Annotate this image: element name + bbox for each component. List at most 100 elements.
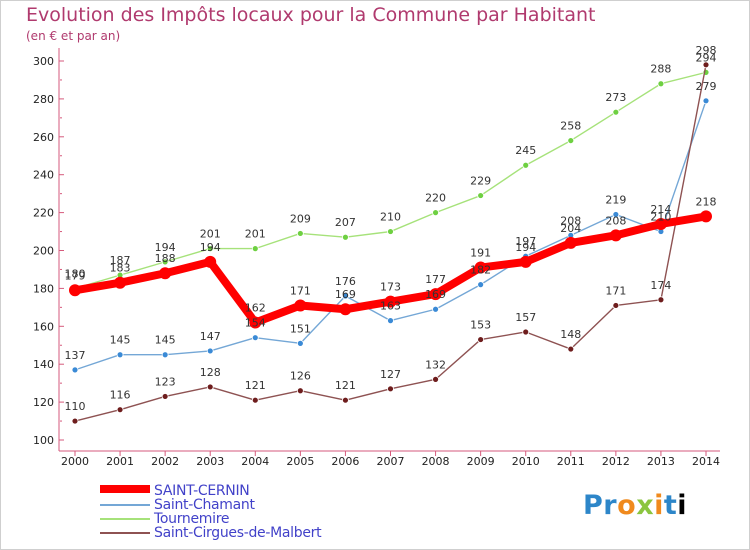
- legend-item: Saint-Chamant: [100, 497, 321, 513]
- series-point: [477, 192, 485, 199]
- logo-letter: P: [583, 490, 604, 521]
- data-label: 194: [155, 241, 176, 254]
- series-point: [612, 211, 620, 218]
- series-point: [702, 97, 710, 105]
- y-tick-label: 200: [33, 245, 54, 258]
- data-label: 298: [696, 44, 717, 57]
- series-point: [384, 295, 397, 308]
- series-point: [339, 303, 352, 316]
- logo-letter: x: [636, 490, 655, 521]
- data-label: 145: [110, 334, 131, 347]
- y-tick-label: 260: [33, 131, 54, 144]
- series-point: [294, 299, 307, 312]
- legend-swatch: [100, 503, 150, 506]
- data-label: 208: [560, 214, 581, 227]
- data-label: 188: [155, 252, 176, 265]
- logo-letter: r: [603, 490, 618, 521]
- series-point: [522, 161, 530, 169]
- series-point: [342, 292, 349, 300]
- series-point: [342, 233, 349, 241]
- y-tick-label: 160: [33, 320, 54, 333]
- data-label: 145: [155, 334, 176, 347]
- legend-swatch: [100, 517, 150, 520]
- data-label: 229: [470, 175, 491, 188]
- series-point: [161, 351, 169, 359]
- data-label: 201: [245, 228, 266, 241]
- series-point: [251, 396, 259, 404]
- y-tick-label: 140: [33, 358, 54, 371]
- series-point: [654, 217, 667, 230]
- data-label: 220: [425, 192, 446, 205]
- data-label: 169: [335, 288, 356, 301]
- y-tick-label: 240: [33, 169, 54, 182]
- series-point: [477, 336, 485, 343]
- series-point: [612, 108, 620, 116]
- x-tick-label: 2009: [467, 455, 495, 468]
- series-point: [204, 255, 217, 268]
- data-label: 169: [425, 288, 446, 301]
- data-label: 179: [65, 269, 86, 282]
- data-label: 258: [560, 120, 581, 133]
- series-point: [432, 375, 439, 383]
- data-label: 128: [200, 366, 221, 379]
- data-label: 151: [290, 322, 311, 335]
- x-tick-label: 2012: [602, 455, 630, 468]
- series-point: [206, 245, 214, 253]
- legend-label: Saint-Chamant: [154, 497, 255, 513]
- data-label: 207: [335, 216, 356, 229]
- data-label: 208: [605, 214, 626, 227]
- chart-legend: SAINT-CERNIN Saint-Chamant Tournemire Sa…: [100, 483, 322, 541]
- logo-letter: i: [677, 490, 688, 521]
- series-point: [609, 229, 622, 242]
- series-point: [657, 80, 665, 88]
- series-point: [251, 334, 259, 342]
- series-point: [522, 328, 530, 336]
- data-label: 204: [560, 222, 581, 235]
- data-label: 294: [696, 51, 717, 64]
- x-tick-label: 2008: [422, 455, 450, 468]
- y-tick-label: 180: [33, 282, 54, 295]
- series-point: [296, 387, 304, 395]
- series-point: [567, 137, 575, 144]
- data-label: 174: [650, 279, 671, 292]
- data-label: 180: [65, 267, 86, 280]
- series-point: [519, 255, 532, 268]
- x-tick-label: 2010: [512, 455, 540, 468]
- series-point: [612, 302, 620, 309]
- legend-item: SAINT-CERNIN: [100, 483, 321, 499]
- data-label: 245: [515, 144, 536, 157]
- data-label: 219: [605, 193, 626, 206]
- legend-swatch: [100, 531, 150, 534]
- data-label: 214: [650, 203, 671, 216]
- series-point: [161, 393, 169, 400]
- x-tick-label: 2001: [106, 455, 134, 468]
- data-label: 132: [425, 358, 446, 371]
- chart-subtitle: (en € et par an): [26, 29, 121, 43]
- series-point: [71, 366, 79, 374]
- series-point: [249, 316, 262, 329]
- series-point: [387, 317, 394, 325]
- data-label: 171: [605, 284, 626, 297]
- data-label: 127: [380, 368, 401, 381]
- data-label: 177: [425, 273, 446, 286]
- series-point: [71, 417, 79, 425]
- data-label: 197: [515, 235, 536, 248]
- series-point: [702, 61, 710, 69]
- data-label: 171: [290, 284, 311, 297]
- series-point: [700, 210, 712, 223]
- series-point: [206, 347, 214, 355]
- series-point: [161, 258, 169, 266]
- data-label: 110: [65, 400, 86, 413]
- series-point: [342, 396, 349, 404]
- data-label: 194: [200, 241, 221, 254]
- y-tick-label: 120: [33, 396, 54, 409]
- data-label: 183: [110, 262, 131, 275]
- data-label: 173: [380, 281, 401, 294]
- proxiti-logo: Proxiti: [583, 490, 687, 521]
- data-label: 191: [470, 247, 491, 260]
- legend-item: Saint-Cirgues-de-Malbert: [100, 525, 322, 541]
- y-tick-label: 300: [33, 55, 54, 68]
- series-point: [296, 339, 304, 347]
- data-label: 137: [65, 349, 86, 362]
